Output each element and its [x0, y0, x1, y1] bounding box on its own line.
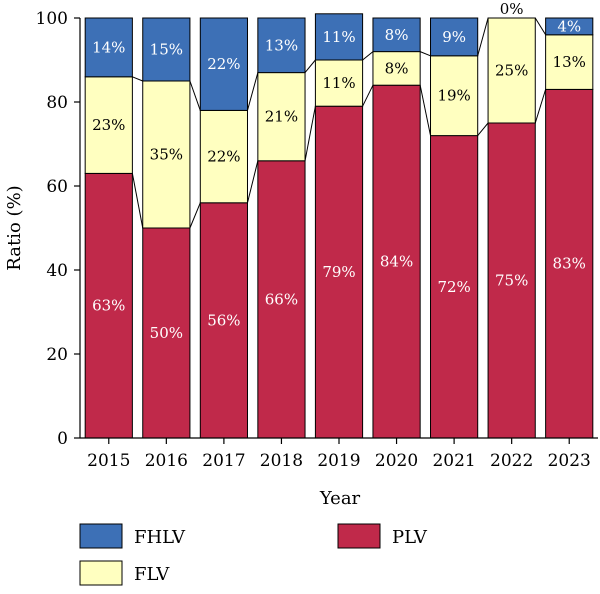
data-label-plv-2023: 83%: [553, 255, 586, 273]
data-label-flv-2020: 8%: [385, 59, 409, 77]
connector-line: [477, 17, 489, 56]
connector-line: [189, 80, 201, 111]
bar-fhlv-2023: [545, 17, 594, 36]
data-label-flv-2021: 19%: [437, 87, 470, 105]
data-label-fhlv-2020: 8%: [385, 26, 409, 44]
bar-fhlv-2015: [84, 17, 133, 78]
y-tick-label: 0: [57, 429, 68, 449]
connector-line: [247, 72, 259, 111]
data-label-plv-2015: 63%: [92, 297, 125, 315]
legend-swatch-flv: [79, 560, 123, 586]
x-tick-label: 2021: [432, 451, 475, 471]
data-label-fhlv-2021: 9%: [442, 28, 466, 46]
legend-swatch-fhlv: [79, 523, 123, 549]
data-label-flv-2016: 35%: [150, 146, 183, 164]
data-label-flv-2018: 21%: [265, 108, 298, 126]
data-label-fhlv-2019: 11%: [322, 28, 355, 46]
connector-line: [247, 160, 259, 203]
bar-plv-2016: [142, 227, 191, 439]
x-tick-label: 2017: [202, 451, 245, 471]
connector-line: [419, 51, 431, 57]
connector-line: [304, 106, 316, 161]
bar-flv-2017: [199, 109, 248, 204]
x-tick-label: 2020: [375, 451, 418, 471]
legend-label-flv: FLV: [134, 564, 170, 585]
data-label-fhlv-2022: 0%: [500, 0, 524, 18]
axes: 0 20 40 60 80 100 2015 2016 2017 2018 2019 2020 2021…: [36, 9, 598, 471]
y-tick-label: 100: [36, 9, 68, 29]
bars: [84, 13, 594, 439]
connector-line: [189, 202, 201, 229]
data-label-fhlv-2015: 14%: [92, 38, 125, 56]
x-tick-label: 2016: [145, 451, 188, 471]
y-tick-label: 40: [46, 261, 68, 281]
data-label-flv-2023: 13%: [553, 53, 586, 71]
legend: FHLV PLV FLV: [79, 523, 428, 586]
data-label-fhlv-2016: 15%: [150, 41, 183, 59]
x-tick-label: 2018: [260, 451, 303, 471]
data-label-plv-2018: 66%: [265, 290, 298, 308]
legend-swatch-plv: [337, 523, 381, 549]
data-label-plv-2020: 84%: [380, 253, 413, 271]
connector-line: [131, 173, 144, 229]
y-tick-label: 20: [46, 345, 68, 365]
connector-line: [534, 17, 547, 36]
x-tick-label: 2015: [87, 451, 130, 471]
connector-line: [477, 122, 489, 136]
data-label-flv-2015: 23%: [92, 116, 125, 134]
y-tick-label: 60: [46, 177, 68, 197]
bar-flv-2019: [314, 59, 364, 107]
bar-fhlv-2017: [199, 17, 248, 111]
data-label-plv-2022: 75%: [495, 272, 528, 290]
connector-lines: [131, 17, 547, 229]
data-label-plv-2017: 56%: [207, 311, 240, 329]
bar-fhlv-2021: [430, 17, 479, 57]
data-label-fhlv-2023: 4%: [557, 17, 581, 35]
bar-flv-2020: [372, 51, 421, 86]
bar-plv-2021: [430, 135, 479, 439]
bar-fhlv-2018: [257, 17, 306, 74]
bar-fhlv-2019: [314, 13, 364, 61]
data-label-flv-2022: 25%: [495, 62, 528, 80]
data-label-fhlv-2018: 13%: [265, 36, 298, 54]
x-tick-label: 2019: [317, 451, 360, 471]
data-label-plv-2016: 50%: [150, 324, 183, 342]
data-label-fhlv-2017: 22%: [207, 55, 240, 73]
legend-label-fhlv: FHLV: [134, 527, 186, 548]
connector-line: [534, 89, 547, 124]
connector-line: [362, 51, 374, 61]
legend-label-plv: PLV: [392, 527, 428, 548]
bar-plv-2019: [314, 105, 364, 439]
data-label-plv-2021: 72%: [437, 278, 470, 296]
x-tick-label: 2022: [490, 451, 533, 471]
bar-plv-2018: [257, 160, 306, 439]
bar-fhlv-2016: [142, 17, 191, 82]
y-axis-title: Ratio (%): [4, 185, 25, 270]
bar-flv-2018: [257, 72, 306, 162]
connector-line: [362, 84, 374, 107]
bar-plv-2020: [372, 84, 421, 439]
bar-flv-2016: [142, 80, 191, 229]
bar-flv-2023: [545, 34, 594, 90]
bar-fhlv-2020: [372, 17, 421, 53]
connector-line: [304, 59, 316, 73]
connector-line: [419, 85, 432, 136]
data-label-plv-2019: 79%: [322, 263, 355, 281]
bar-flv-2015: [84, 76, 133, 174]
connector-line: [132, 76, 143, 82]
data-label-flv-2017: 22%: [207, 148, 240, 166]
x-axis-title: Year: [319, 488, 361, 509]
data-label-flv-2019: 11%: [322, 74, 355, 92]
bar-plv-2022: [487, 122, 536, 439]
x-tick-label: 2023: [548, 451, 591, 471]
bar-flv-2022: [487, 17, 536, 124]
y-tick-label: 80: [46, 93, 68, 113]
data-labels: 63% 23% 14% 50% 35% 15% 56% 22% 22% 66% 21% 13% 79% 1…: [92, 0, 586, 342]
